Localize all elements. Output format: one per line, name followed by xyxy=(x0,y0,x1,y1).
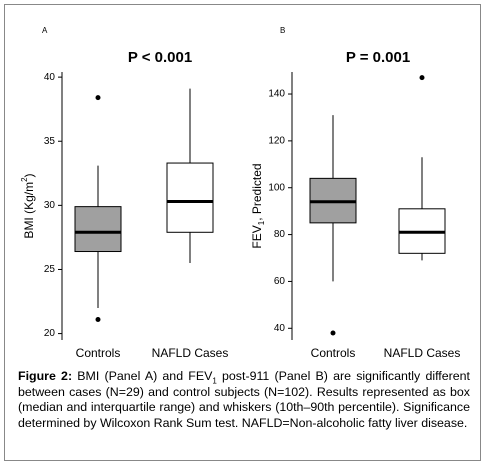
x-tick-label: Controls xyxy=(76,346,121,360)
outlier xyxy=(330,330,336,336)
caption-label: Figure 2: xyxy=(18,369,73,383)
x-tick-label: NAFLD Cases xyxy=(384,346,461,360)
outlier xyxy=(419,75,425,81)
y-tick-label: 100 xyxy=(268,182,285,193)
panel-label: B xyxy=(280,26,285,35)
caption: Figure 2: BMI (Panel A) and FEV1 post-91… xyxy=(18,369,470,431)
chart-title: P < 0.001 xyxy=(128,49,192,66)
y-tick-label: 60 xyxy=(274,276,286,287)
y-axis-label-text: ) xyxy=(22,173,36,177)
y-tick-label: 80 xyxy=(274,229,286,240)
y-axis-label-sup: 2 xyxy=(20,177,29,182)
y-axis-label-text: FEV xyxy=(250,225,264,248)
y-tick-label: 20 xyxy=(44,328,56,339)
outlier xyxy=(95,95,101,101)
box xyxy=(166,162,214,233)
caption-sub: 1 xyxy=(212,376,217,386)
y-tick-label: 40 xyxy=(274,323,286,334)
y-tick-label: 40 xyxy=(44,72,56,83)
y-tick-label: 140 xyxy=(268,89,285,100)
frame xyxy=(4,4,481,461)
chart-title: P = 0.001 xyxy=(346,49,410,66)
y-tick-label: 30 xyxy=(44,200,56,211)
caption-text: post-911 (Panel B) are significantly dif… xyxy=(18,369,470,430)
y-tick-label: 120 xyxy=(268,136,285,147)
x-tick-label: NAFLD Cases xyxy=(152,346,229,360)
y-axis-label-text: , Predicted xyxy=(250,163,264,220)
outlier xyxy=(95,316,101,322)
y-axis-label-sub: 1 xyxy=(257,220,266,225)
x-tick-label: Controls xyxy=(311,346,356,360)
y-axis-label: BMI (Kg/m2) xyxy=(20,173,36,238)
caption-text: BMI (Panel A) and FEV xyxy=(77,369,213,383)
y-tick-label: 25 xyxy=(44,264,56,275)
y-axis-label: FEV1, Predicted xyxy=(250,163,266,248)
box xyxy=(74,206,122,253)
panel-label: A xyxy=(42,26,48,35)
y-axis-label-text: BMI (Kg/m xyxy=(22,182,36,239)
y-tick-label: 35 xyxy=(44,136,56,147)
